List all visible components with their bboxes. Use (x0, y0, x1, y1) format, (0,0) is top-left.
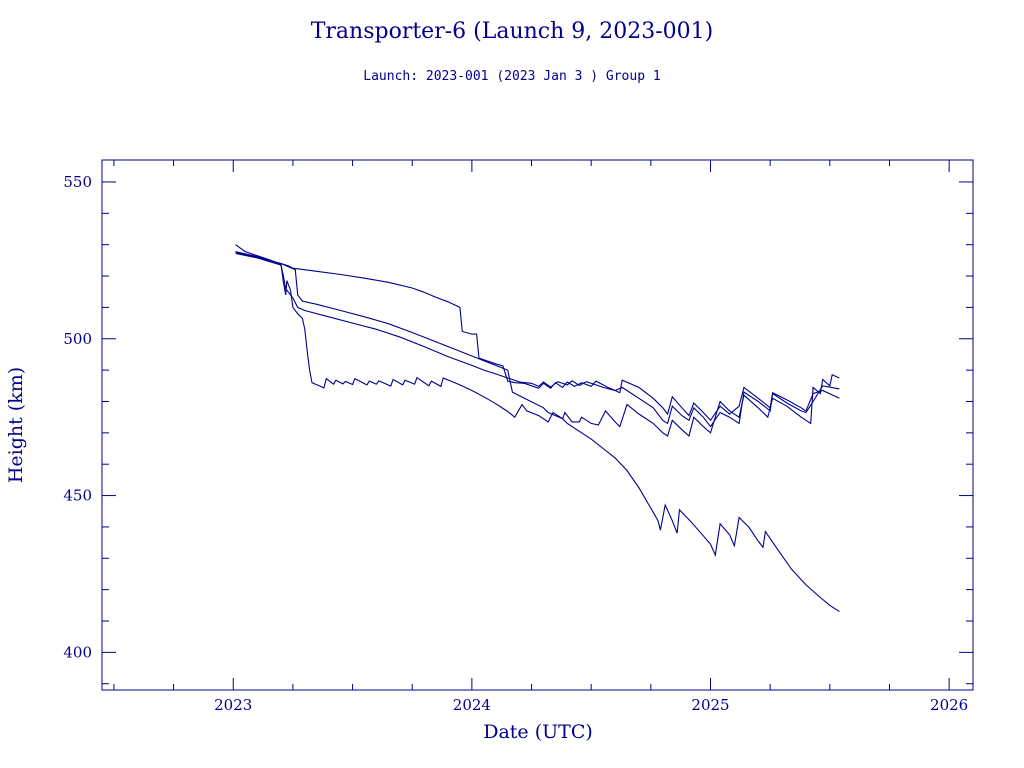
y-tick-label: 450 (63, 487, 92, 505)
series-line-4 (235, 252, 840, 428)
series-line-2 (235, 251, 840, 422)
series-line-1 (235, 244, 840, 438)
x-tick-label: 2025 (691, 696, 729, 714)
series-line-3 (235, 251, 840, 613)
x-tick-label: 2024 (453, 696, 491, 714)
chart-subtitle: Launch: 2023-001 (2023 Jan 3 ) Group 1 (363, 69, 660, 84)
chart-title: Transporter-6 (Launch 9, 2023-001) (311, 19, 714, 44)
y-axis-label: Height (km) (5, 367, 27, 483)
y-tick-label: 400 (63, 643, 92, 661)
y-tick-label: 550 (63, 173, 92, 191)
x-tick-label: 2023 (214, 696, 252, 714)
x-tick-label: 2026 (930, 696, 968, 714)
x-axis-label: Date (UTC) (483, 721, 593, 743)
plot-frame (101, 159, 974, 691)
y-tick-label: 500 (63, 330, 92, 348)
